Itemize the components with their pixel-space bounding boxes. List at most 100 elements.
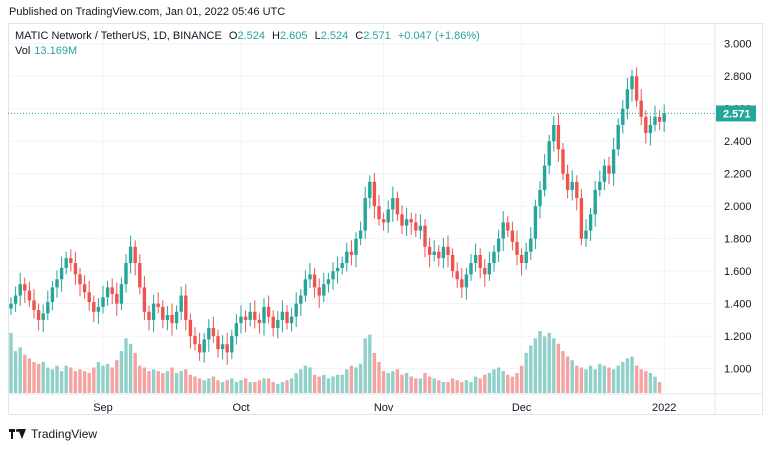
volume-bar <box>303 365 308 393</box>
volume-bar <box>441 382 446 393</box>
volume-bar <box>59 371 64 393</box>
volume-bar <box>584 369 588 393</box>
candle-body <box>92 302 96 312</box>
volume-bar <box>230 378 234 393</box>
symbol-label: MATIC Network / TetherUS, 1D, BINANCE <box>15 30 222 42</box>
candle-body <box>607 165 611 174</box>
volume-bar <box>404 372 409 393</box>
candle-body <box>547 141 551 166</box>
volume-bar <box>87 372 91 393</box>
volume-bar <box>414 378 418 393</box>
candle-body <box>50 287 55 303</box>
candle-body <box>400 214 404 226</box>
candle-body <box>147 311 151 320</box>
candle-body <box>142 287 147 312</box>
volume-bar <box>400 374 404 393</box>
candle-body <box>73 263 78 275</box>
candle-body <box>308 274 312 280</box>
volume-bar <box>653 376 657 393</box>
volume-bar <box>55 365 59 393</box>
volume-bar <box>469 382 473 393</box>
candle-body <box>115 293 119 304</box>
volume-bar <box>220 382 225 393</box>
volume-bar <box>588 365 593 393</box>
volume-bar <box>294 372 298 393</box>
candle-body <box>501 222 505 239</box>
volume-value: 13.169M <box>34 45 78 57</box>
candle-body <box>18 284 22 296</box>
candle-body <box>368 181 372 199</box>
candle-body <box>124 263 128 285</box>
candle-body <box>280 311 285 320</box>
volume-bar <box>239 380 243 393</box>
candle-body <box>184 295 188 320</box>
volume-bar <box>142 367 147 393</box>
volume-bar <box>23 354 27 393</box>
candle-body <box>211 328 216 337</box>
volume-bar <box>105 363 110 393</box>
candle-body <box>257 319 262 324</box>
candle-body <box>358 230 363 239</box>
candle-body <box>455 271 459 280</box>
volume-bar <box>64 365 68 393</box>
candle-body <box>55 279 59 288</box>
candle-body <box>473 254 478 264</box>
volume-bar <box>575 365 579 393</box>
volume-bar <box>542 336 547 393</box>
last-price-label: 2.571 <box>723 108 751 120</box>
high-label: H <box>272 30 280 42</box>
candle-body <box>616 124 620 150</box>
volume-bar <box>427 376 432 393</box>
candle-body <box>9 303 13 309</box>
candle-body <box>634 76 639 101</box>
candle-body <box>151 303 156 320</box>
candle-body <box>119 284 124 304</box>
candle-body <box>625 89 630 109</box>
volume-bar <box>506 374 510 393</box>
candle-body <box>128 246 133 264</box>
close-label: C <box>355 30 364 42</box>
volume-bar <box>657 382 662 393</box>
candle-body <box>529 238 533 252</box>
volume-bar <box>473 376 478 393</box>
volume-bar <box>538 331 542 393</box>
volume-bar <box>322 374 326 393</box>
candle-body <box>13 295 18 304</box>
volume-bar <box>391 371 395 393</box>
tradingview-logo[interactable]: TradingView <box>9 427 97 441</box>
candle-body <box>41 313 45 320</box>
candle-body <box>524 251 528 264</box>
x-tick-label: Dec <box>512 402 532 414</box>
volume-bar <box>147 371 151 393</box>
candle-body <box>197 344 202 353</box>
candle-body <box>133 246 137 264</box>
volume-bar <box>133 352 137 393</box>
volume-bar <box>92 367 96 393</box>
candle-body <box>220 344 225 350</box>
volume-bar <box>18 347 22 393</box>
candlestick-chart[interactable]: 3.0002.8002.6002.4002.2002.0001.8001.600… <box>8 23 763 415</box>
candle-body <box>317 287 321 296</box>
y-tick-label: 2.400 <box>724 136 752 148</box>
candle-body <box>423 225 427 247</box>
candle-body <box>345 251 349 264</box>
candle-body <box>515 241 519 255</box>
open-value: 2.524 <box>237 30 265 42</box>
candle-body <box>611 149 616 174</box>
volume-bar <box>487 372 492 393</box>
volume-bar <box>165 371 170 393</box>
candle-body <box>496 238 501 252</box>
volume-bar <box>432 378 436 393</box>
candle-body <box>644 116 648 134</box>
candle-body <box>78 274 82 285</box>
volume-legend: Vol 13.169M <box>15 45 77 57</box>
candle-body <box>588 214 593 231</box>
volume-bar <box>418 378 423 393</box>
candle-body <box>542 165 547 190</box>
volume-bar <box>593 369 597 393</box>
candle-body <box>110 287 114 294</box>
low-value: 2.524 <box>320 30 349 42</box>
candle-body <box>165 315 170 320</box>
candle-body <box>377 206 381 220</box>
volume-bar <box>32 362 36 393</box>
